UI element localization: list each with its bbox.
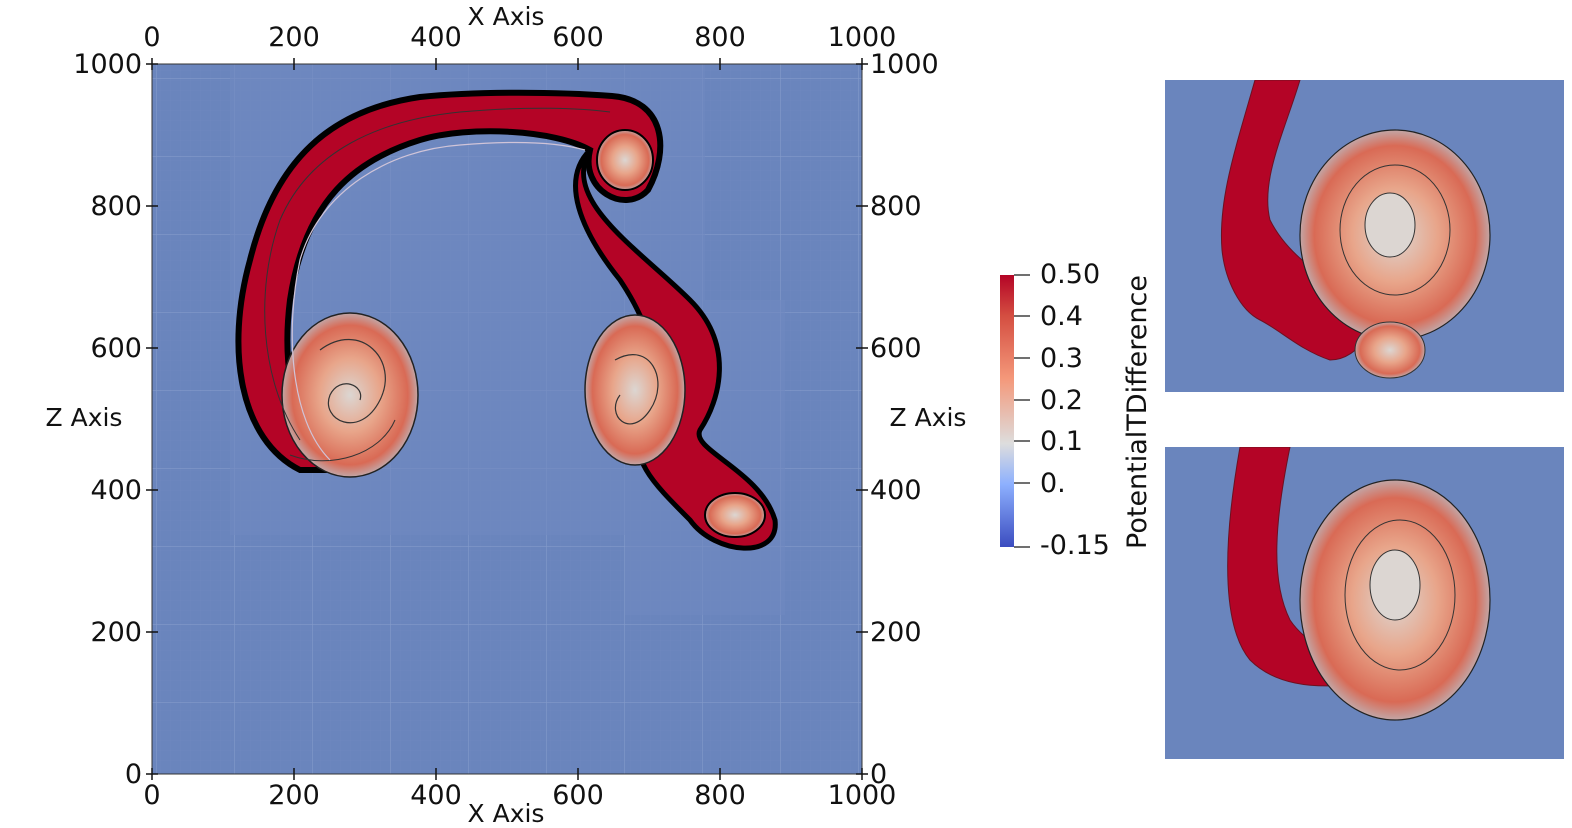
x-tick-labels-top: 0 200 400 600 800 1000 <box>143 22 896 53</box>
x-tick-label: 400 <box>410 780 462 811</box>
colorbar-label: 0.2 <box>1040 385 1083 416</box>
z-tick-label: 1000 <box>73 49 142 80</box>
inset-top <box>1165 80 1564 392</box>
x-tick-label: 0 <box>143 780 160 811</box>
tick-marks <box>146 58 868 780</box>
z-tick-label: 1000 <box>870 49 939 80</box>
x-tick-label: 600 <box>552 22 604 53</box>
top-curl <box>596 129 654 191</box>
x-tick-labels-bottom: 0 200 400 600 800 1000 <box>143 780 896 811</box>
colorbar-label: 0. <box>1040 468 1066 499</box>
x-tick-label: 1000 <box>828 22 897 53</box>
x-tick-label: 600 <box>552 780 604 811</box>
z-tick-label: 200 <box>870 617 922 648</box>
z-tick-label: 600 <box>90 333 142 364</box>
colorbar-ticks <box>1014 274 1030 548</box>
colorbar-label: -0.15 <box>1040 530 1110 561</box>
z-tick-labels-left: 0 200 400 600 800 1000 <box>73 49 142 790</box>
colorbar-label: 0.50 <box>1040 259 1100 290</box>
x-tick-label: 0 <box>143 22 160 53</box>
right-vortex-contours <box>614 354 659 425</box>
x-tick-label: 800 <box>694 780 746 811</box>
x-axis-title-bottom: X Axis <box>468 799 545 828</box>
x-tick-label: 800 <box>694 22 746 53</box>
left-vortex-tail <box>289 419 396 462</box>
z-tick-label: 600 <box>870 333 922 364</box>
arch-inner-contour <box>291 141 586 461</box>
x-tick-label: 200 <box>268 22 320 53</box>
colorbar-label: 0.3 <box>1040 343 1083 374</box>
z-tick-label: 0 <box>870 759 887 790</box>
x-axis-title-top: X Axis <box>468 2 545 31</box>
z-tick-label: 800 <box>90 191 142 222</box>
z-tick-labels-right: 0 200 400 600 800 1000 <box>870 49 939 790</box>
inset-bottom-vortex-core <box>1369 549 1421 621</box>
colorbar: 0.50 0.4 0.3 0.2 0.1 0. -0.15 PotentialT… <box>1000 259 1153 561</box>
inset-bottom-vortex-inner <box>1344 519 1456 671</box>
z-tick-label: 400 <box>870 475 922 506</box>
z-axis-title-right: Z Axis <box>890 403 967 432</box>
inset-top-lower-curl <box>1354 321 1426 379</box>
x-tick-label: 400 <box>410 22 462 53</box>
colorbar-gradient <box>1000 275 1014 547</box>
x-tick-label: 200 <box>268 780 320 811</box>
plot-frame <box>151 63 863 775</box>
refined-region <box>230 64 785 615</box>
right-vortex <box>584 314 686 466</box>
z-tick-label: 200 <box>90 617 142 648</box>
z-axis-title-left: Z Axis <box>46 403 123 432</box>
z-tick-label: 400 <box>90 475 142 506</box>
z-tick-label: 0 <box>125 759 142 790</box>
z-tick-label: 800 <box>870 191 922 222</box>
bottom-curl <box>704 492 766 538</box>
inset-bottom <box>1165 447 1564 759</box>
colorbar-label: 0.4 <box>1040 301 1083 332</box>
x-tick-label: 1000 <box>828 780 897 811</box>
colorbar-title: PotentialTDifference <box>1122 275 1153 549</box>
arch-contour <box>264 107 611 441</box>
left-vortex-contours <box>319 338 386 424</box>
inset-top-vortex-inner <box>1339 164 1451 296</box>
main-plot: 0 200 400 600 800 1000 X Axis 0 200 400 … <box>46 2 967 828</box>
left-vortex <box>281 312 419 478</box>
colorbar-label: 0.1 <box>1040 426 1083 457</box>
colorbar-labels: 0.50 0.4 0.3 0.2 0.1 0. -0.15 <box>1040 259 1110 561</box>
inset-top-vortex-core <box>1364 192 1416 258</box>
plume-field <box>235 89 778 551</box>
